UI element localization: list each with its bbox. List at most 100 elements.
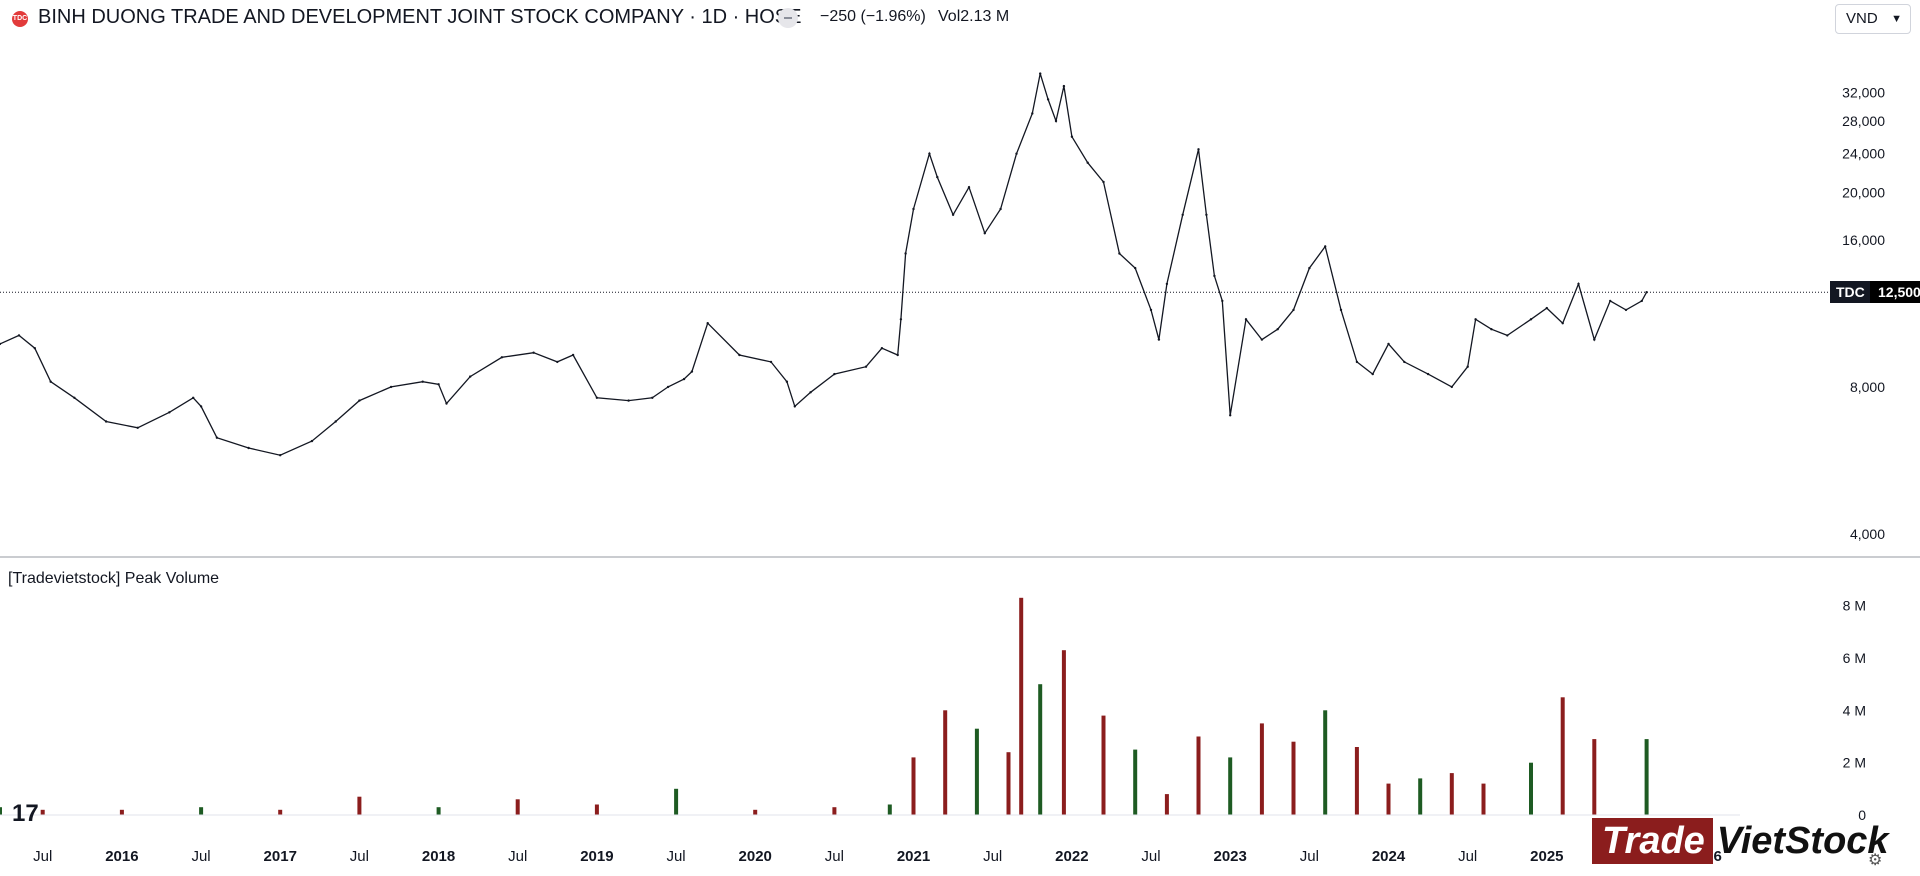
symbol-title[interactable]: BINH DUONG TRADE AND DEVELOPMENT JOINT S… <box>38 6 802 28</box>
tradingview-logo-icon[interactable]: 17 <box>12 800 39 827</box>
volume-bar <box>1644 739 1649 815</box>
price-line <box>0 73 1648 456</box>
volume-tick-label: 0 <box>1858 807 1866 823</box>
gear-icon[interactable]: ⚙ <box>1868 852 1883 869</box>
currency-select[interactable]: VND ▼ <box>1835 4 1911 34</box>
price-point <box>651 396 654 399</box>
price-point <box>1545 306 1549 310</box>
price-point <box>500 356 504 359</box>
time-axis: Jul 2016 Jul 2017 Jul 2018 Jul 2019 Jul 2020 Jul 20… <box>33 848 1722 865</box>
volume-bar <box>887 804 892 815</box>
volume-axis: 8 M 6 M 4 M 2 M 0 <box>1843 598 1867 823</box>
price-point <box>1118 252 1121 255</box>
price-point <box>1221 299 1224 303</box>
company-logo-icon: TDC <box>12 11 28 27</box>
time-tick-label: 2018 <box>422 848 455 865</box>
price-point <box>1387 342 1390 346</box>
price-point <box>1292 308 1295 312</box>
price-point <box>421 380 424 383</box>
volume-bar <box>1386 783 1391 815</box>
price-tick-label: 4,000 <box>1850 526 1885 542</box>
volume-bar <box>1481 783 1486 815</box>
time-tick-label: 2016 <box>105 848 138 865</box>
price-change: −250 (−1.96%) <box>820 8 926 25</box>
price-tick-label: 8,000 <box>1850 379 1885 395</box>
time-tick-label: 2017 <box>264 848 297 865</box>
price-point <box>1645 291 1648 294</box>
price-point <box>1339 308 1343 312</box>
price-point <box>936 175 939 179</box>
volume-bar <box>1418 778 1423 815</box>
volume-bar <box>943 710 948 815</box>
volume-bar <box>974 728 979 815</box>
volume-bar <box>1291 741 1296 815</box>
volume-bar <box>832 807 837 815</box>
price-point <box>1506 334 1509 337</box>
price-point <box>928 152 931 155</box>
price-axis: 32,000 28,000 24,000 20,000 16,000 8,000 4,000 <box>1842 85 1885 542</box>
volume-bar <box>436 807 441 815</box>
price-point <box>1205 213 1208 216</box>
price-tick-label: 20,000 <box>1842 184 1885 200</box>
volume-bar <box>1259 723 1264 815</box>
volume-bar <box>1133 749 1138 815</box>
price-point <box>571 353 575 357</box>
price-point <box>899 318 903 321</box>
time-tick-label: Jul <box>825 848 844 865</box>
volume-bar <box>0 807 2 815</box>
time-tick-label: Jul <box>33 848 52 865</box>
price-point <box>1577 282 1580 286</box>
market-status-icon[interactable] <box>778 8 798 28</box>
price-tick-label: 24,000 <box>1842 146 1885 162</box>
price-point <box>1054 119 1058 123</box>
price-point <box>904 252 907 255</box>
price-point <box>1229 414 1232 417</box>
price-point <box>1244 318 1248 321</box>
price-point <box>1593 338 1596 341</box>
volume-bar <box>40 809 45 815</box>
time-tick-label: Jul <box>191 848 210 865</box>
volume-bar <box>278 809 283 815</box>
volume-tick-label: 4 M <box>1843 702 1866 718</box>
volume-bar <box>1323 710 1328 815</box>
price-point <box>967 186 971 189</box>
last-price-value: 12,500 <box>1870 281 1920 304</box>
price-point <box>785 380 789 383</box>
price-point <box>1308 266 1311 270</box>
price-point <box>809 391 812 394</box>
tradevietstock-watermark: Trade VietStock <box>1592 818 1889 864</box>
price-point <box>983 232 986 235</box>
volume-bar <box>1354 747 1359 815</box>
time-tick-label: Jul <box>1141 848 1160 865</box>
volume-series <box>0 597 1740 816</box>
price-point <box>1474 318 1477 321</box>
price-point <box>215 436 219 439</box>
volume-pane-title[interactable]: [Tradevietstock] Peak Volume <box>8 570 220 587</box>
time-tick-label: Jul <box>666 848 685 865</box>
price-point <box>33 347 36 350</box>
price-point <box>1450 385 1454 389</box>
price-point <box>682 377 686 381</box>
price-point <box>1324 245 1327 248</box>
last-price-symbol: TDC <box>1830 281 1871 304</box>
volume-bar <box>1196 736 1201 815</box>
price-point <box>104 420 108 423</box>
price-point <box>1134 266 1137 270</box>
price-point <box>1102 180 1105 184</box>
price-point <box>532 351 535 354</box>
volume-bar <box>199 807 204 815</box>
price-point <box>1640 299 1644 303</box>
price-point <box>833 372 836 376</box>
price-point <box>1149 308 1153 312</box>
price-point <box>1609 299 1612 303</box>
price-point <box>168 411 171 414</box>
volume-tick-label: 2 M <box>1843 755 1866 771</box>
price-point <box>1181 213 1184 216</box>
price-point <box>1062 84 1066 88</box>
price-tick-label: 16,000 <box>1842 232 1885 248</box>
time-tick-label: 2025 <box>1530 848 1563 865</box>
price-point <box>912 207 915 211</box>
price-point <box>279 454 282 457</box>
price-point <box>0 342 2 346</box>
